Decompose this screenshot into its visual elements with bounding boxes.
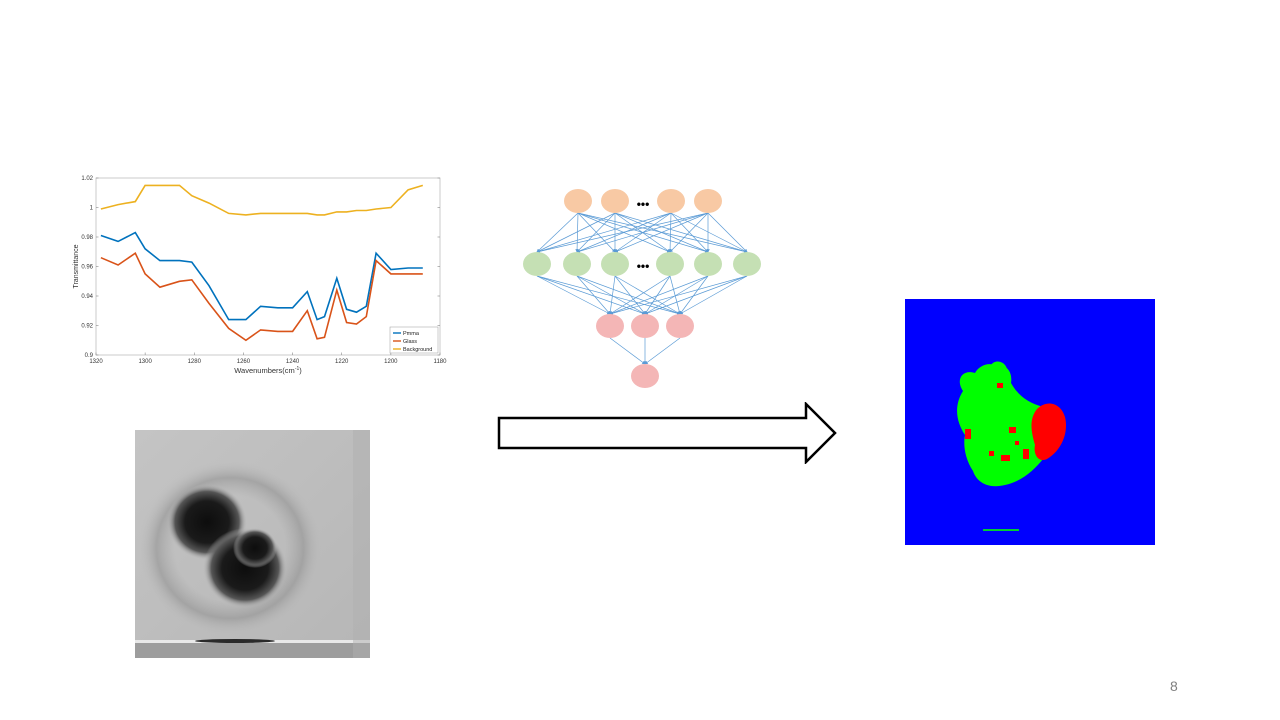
output-node <box>666 314 694 338</box>
process-arrow <box>496 400 840 466</box>
network-edge <box>644 275 748 315</box>
hidden-node <box>601 252 629 276</box>
network-edge <box>609 275 709 315</box>
network-edge <box>669 275 681 315</box>
network-edge <box>576 212 709 253</box>
network-edge <box>536 275 611 315</box>
y-tick-label: 0.98 <box>81 235 93 241</box>
legend-entry: Background <box>403 347 432 353</box>
network-edge <box>536 212 616 253</box>
neural-network-svg: ••• ••• <box>523 189 761 388</box>
x-axis-label-main: Wavenumbers(cm <box>234 366 295 375</box>
network-edge <box>536 212 579 253</box>
y-tick-label: 0.96 <box>81 265 93 271</box>
hidden-node <box>694 252 722 276</box>
input-layer-ellipsis: ••• <box>637 197 650 211</box>
y-tick-label: 1.02 <box>81 176 93 182</box>
network-edge <box>679 275 748 315</box>
final-node <box>631 364 659 388</box>
series-line-background <box>100 184 424 216</box>
x-tick-label: 1300 <box>138 359 152 365</box>
x-axis-label-end: ) <box>299 366 302 375</box>
network-edge <box>614 275 646 315</box>
network-edge <box>679 275 709 315</box>
spectra-chart-svg: 1320 1300 1280 1260 1240 1220 1200 1180 0.9 0.92 0… <box>73 176 448 375</box>
network-edge <box>670 212 709 253</box>
output-node <box>596 314 624 338</box>
input-node <box>601 189 629 213</box>
network-edge <box>577 212 748 254</box>
network-edge <box>670 212 748 253</box>
x-tick-label: 1180 <box>434 359 448 365</box>
series-line-glass <box>100 252 423 342</box>
classification-map-svg <box>905 299 1155 545</box>
x-tick-label: 1200 <box>384 359 398 365</box>
network-edge <box>576 275 611 315</box>
network-edge <box>609 275 671 315</box>
process-arrow-svg <box>497 400 837 466</box>
hidden-node <box>733 252 761 276</box>
legend-entry: Pmma <box>403 331 420 337</box>
network-edge <box>576 212 616 253</box>
input-node <box>564 189 592 213</box>
x-tick-label: 1260 <box>237 359 251 365</box>
network-edge <box>608 275 616 315</box>
y-tick-label: 1 <box>90 206 94 212</box>
neural-network-diagram: ••• ••• <box>515 183 765 393</box>
chart-legend: Pmma Glass Background <box>389 326 439 354</box>
spectra-chart: 1320 1300 1280 1260 1240 1220 1200 1180 0.9 0.92 0… <box>70 170 455 380</box>
hidden-node <box>563 252 591 276</box>
network-edge <box>644 275 671 315</box>
x-tick-label: 1320 <box>89 359 103 365</box>
network-edge <box>577 212 616 253</box>
network-edge <box>644 337 681 365</box>
input-node <box>694 189 722 213</box>
x-axis-label-sup: -1 <box>295 366 300 372</box>
network-edge <box>614 212 709 253</box>
network-edge <box>707 212 748 253</box>
y-tick-label: 0.94 <box>81 294 93 300</box>
x-tick-label: 1280 <box>188 359 202 365</box>
series-line-pmma <box>100 231 423 321</box>
classification-map <box>905 299 1155 545</box>
network-edge <box>614 212 748 253</box>
x-tick-label: 1220 <box>335 359 349 365</box>
network-edge <box>669 212 709 253</box>
network-edge <box>575 212 579 253</box>
y-tick-label: 0.92 <box>81 324 93 330</box>
network-edge <box>536 212 709 254</box>
legend-entry: Glass <box>403 339 417 345</box>
network-edge <box>614 275 681 315</box>
hidden-node <box>523 252 551 276</box>
network-edge <box>609 337 646 365</box>
x-axis-label: Wavenumbers(cm-1) <box>234 366 302 375</box>
y-axis-label: Transmittance <box>73 244 80 288</box>
hidden-layer-ellipsis: ••• <box>637 259 650 273</box>
grayscale-sample-image <box>135 430 370 658</box>
network-edge <box>644 275 709 315</box>
grayscale-sample-svg <box>135 430 370 658</box>
hidden-node <box>656 252 684 276</box>
page-number: 8 <box>1170 678 1178 694</box>
network-edge <box>668 212 672 253</box>
network-edge <box>536 212 672 253</box>
input-node <box>657 189 685 213</box>
output-node <box>631 314 659 338</box>
x-tick-label: 1240 <box>286 359 300 365</box>
network-edge <box>609 275 748 315</box>
y-tick-label: 0.9 <box>85 353 94 359</box>
